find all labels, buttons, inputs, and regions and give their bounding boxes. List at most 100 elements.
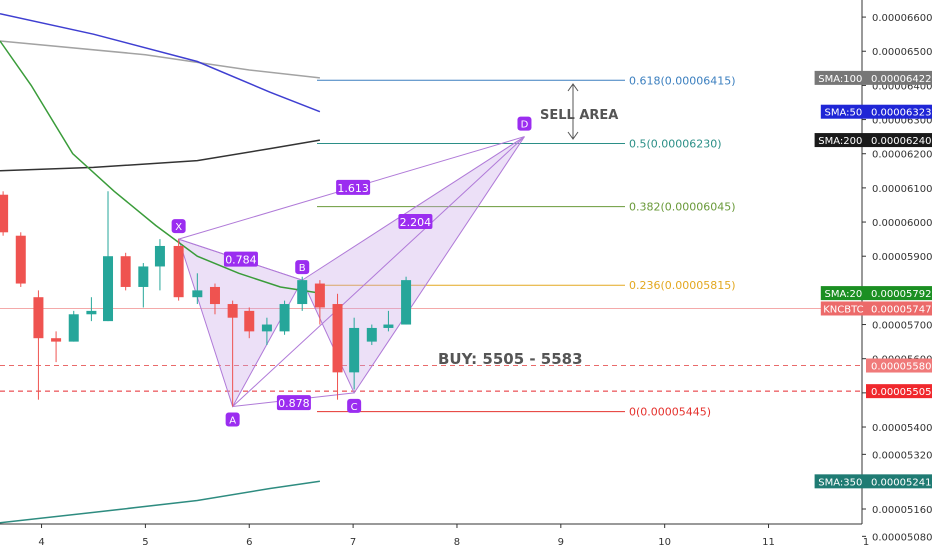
candle-body	[279, 304, 290, 332]
price-tag-value: 0.00005580	[871, 362, 931, 373]
pattern-point-badge	[517, 116, 532, 131]
sell-area-arrow-down	[567, 131, 579, 140]
candlesticks	[0, 191, 412, 407]
price-tag-value-box	[866, 133, 932, 148]
price-tick-label: 0.00005700	[872, 321, 932, 332]
candle-body	[244, 310, 255, 332]
price-tag-name-box	[814, 133, 866, 148]
price-tag-name-box	[820, 104, 866, 119]
price-tick-label: 0.00005320	[872, 450, 932, 461]
candle	[15, 232, 26, 287]
candle	[383, 310, 394, 332]
time-tick-label: 9	[558, 537, 564, 548]
candle-body	[0, 194, 9, 233]
ratio-label: 0.784	[225, 254, 257, 267]
candle-body	[154, 245, 165, 267]
fib-level-label: 0(0.00005445)	[629, 406, 711, 419]
price-tag-value-box	[866, 70, 932, 85]
price-tag-value-box	[866, 358, 932, 373]
price-tag-value: 0.00005505	[871, 387, 931, 398]
pattern-point-badge	[225, 412, 240, 427]
price-tag-value: 0.00005792	[871, 289, 931, 300]
price-tag-name-box	[820, 286, 866, 301]
candle-body	[349, 327, 360, 373]
ad-leg	[232, 136, 525, 407]
pattern-point-label: X	[175, 222, 182, 233]
ratio-label: 1.613	[337, 182, 369, 195]
candle-body	[68, 314, 79, 342]
time-tick-label: 1	[863, 537, 869, 548]
price-tag-name-box	[814, 474, 866, 489]
pattern-point-label: B	[299, 263, 306, 274]
ratio-label: 0.878	[278, 397, 310, 410]
ratio-badge	[223, 251, 258, 267]
price-tag-value: 0.00006422	[871, 74, 931, 85]
fibonacci-retracement[interactable]: 0.786(0.00006679)0.618(0.00006415)0.5(0.…	[317, 0, 736, 419]
pattern-point-label: A	[229, 416, 236, 427]
time-axis[interactable]: 4 5 6 7 8 9 10 11 1	[0, 523, 869, 548]
time-tick-label: 6	[246, 537, 252, 548]
candle-body	[209, 286, 220, 305]
price-tick-label: 0.00005080	[872, 532, 932, 543]
candle	[279, 300, 290, 335]
candle-body	[51, 338, 62, 342]
price-tag-name-box	[814, 70, 866, 85]
fib-level-label: 0.236(0.00005815)	[629, 279, 736, 292]
price-tag-name: SMA:350	[818, 477, 862, 488]
candle-body	[383, 324, 394, 328]
candle	[33, 290, 44, 400]
candle-body	[33, 297, 44, 339]
candle	[209, 283, 220, 315]
candle	[86, 297, 97, 322]
pattern-point-badge	[295, 260, 310, 275]
moving-average-line	[0, 12, 321, 113]
price-tag-value: 0.00006240	[871, 136, 931, 147]
candle	[51, 331, 62, 363]
pattern-point-label: D	[521, 120, 529, 131]
price-tag-value-box	[866, 286, 932, 301]
candle	[192, 273, 203, 305]
candle	[0, 191, 9, 236]
time-tick-label: 10	[658, 537, 671, 548]
candle	[154, 239, 165, 291]
annotations: SELL AREA BUY: 5505 - 5583	[438, 83, 618, 368]
moving-average-line	[0, 139, 321, 172]
price-tag-name: SMA:50	[825, 108, 863, 119]
price-tick-label: 0.00006400	[872, 81, 932, 92]
price-tag-value-box	[866, 384, 932, 399]
time-tick-label: 4	[38, 537, 44, 548]
price-tag-value-box	[866, 104, 932, 119]
price-tag-name-box	[820, 301, 866, 316]
candle	[349, 317, 360, 390]
ratio-label: 2.204	[400, 216, 432, 229]
pattern-point-label: C	[351, 402, 358, 413]
candle-body	[332, 304, 343, 373]
pattern-point-badge	[347, 398, 362, 413]
candle-body	[314, 283, 325, 308]
price-tick-label: 0.00006000	[872, 218, 932, 229]
price-tick-label: 0.00006500	[872, 47, 932, 58]
moving-average-line	[0, 480, 321, 524]
candle-body	[192, 290, 203, 298]
candle-body	[86, 310, 97, 315]
price-tick-label: 0.00005900	[872, 252, 932, 263]
candle	[244, 307, 255, 339]
price-level-lines	[0, 307, 862, 392]
candle-body	[366, 327, 377, 342]
candle-body	[297, 280, 308, 305]
fib-level-label: 0.5(0.00006230)	[629, 137, 722, 150]
time-tick-label: 7	[350, 537, 356, 548]
candle-body	[120, 256, 131, 287]
price-tag-value: 0.00005241	[871, 477, 931, 488]
price-tick-label: 0.00006200	[872, 150, 932, 161]
fib-level-label: 0.382(0.00006045)	[629, 201, 736, 214]
candle-body	[15, 235, 26, 284]
candle	[120, 252, 131, 291]
candle	[68, 310, 79, 342]
candle-body	[261, 324, 272, 332]
sell-area-label: SELL AREA	[540, 108, 618, 123]
price-tag-value-box	[866, 474, 932, 489]
harmonic-pattern[interactable]: 0.784 0.878 1.613 2.204 X A B C D	[171, 116, 532, 427]
